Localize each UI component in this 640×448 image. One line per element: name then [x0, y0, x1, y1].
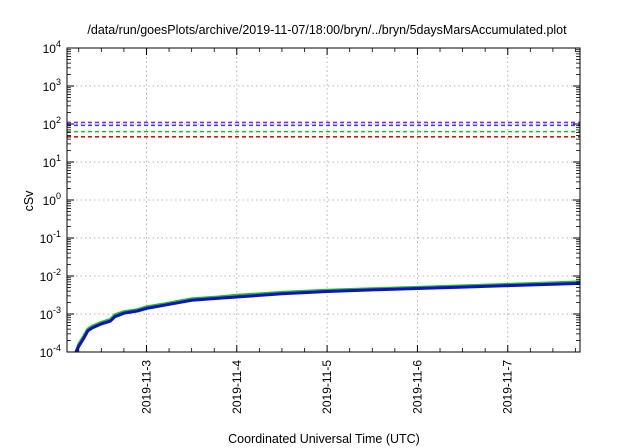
y-tick-label: 101 — [43, 153, 61, 170]
y-tick-label: 103 — [43, 77, 61, 94]
y-tick-base: 10 — [43, 194, 57, 208]
x-tick-label: 2019-11-5 — [320, 360, 334, 414]
y-tick-exponent: -1 — [53, 229, 61, 239]
y-tick-base: 10 — [40, 232, 54, 246]
x-axis-title: Coordinated Universal Time (UTC) — [228, 432, 420, 446]
y-tick-exponent: 0 — [56, 191, 61, 201]
y-tick-label: 102 — [43, 115, 61, 132]
y-tick-base: 10 — [40, 346, 54, 360]
x-axis: 2019-11-3 2019-11-4 2019-11-5 2019-11-6 2019… — [78, 48, 576, 414]
y-tick-base: 10 — [40, 270, 54, 284]
chart-title: /data/run/goesPlots/archive/2019-11-07/1… — [87, 23, 567, 37]
y-tick-label: 10-2 — [40, 267, 61, 284]
threshold-lines — [67, 121, 580, 138]
y-tick-exponent: 1 — [56, 153, 61, 163]
y-tick-label: 10-4 — [40, 343, 61, 360]
y-tick-exponent: 4 — [56, 39, 61, 49]
series-line — [74, 281, 581, 353]
x-tick-label: 2019-11-6 — [410, 360, 424, 414]
y-tick-label: 104 — [43, 39, 61, 56]
y-tick-label: 10-3 — [40, 305, 61, 322]
y-tick-base: 10 — [40, 308, 54, 322]
y-tick-base: 10 — [43, 80, 57, 94]
series-lines — [74, 280, 581, 353]
y-tick-exponent: -3 — [53, 305, 61, 315]
y-tick-label: 100 — [43, 191, 61, 208]
y-tick-exponent: 3 — [56, 77, 61, 87]
y-axis-title: cSv — [22, 190, 36, 212]
y-tick-base: 10 — [43, 118, 57, 132]
x-tick-label: 2019-11-7 — [501, 360, 515, 414]
y-tick-base: 10 — [43, 156, 57, 170]
y-tick-exponent: 2 — [56, 115, 61, 125]
y-tick-exponent: -2 — [53, 267, 61, 277]
y-tick-label: 10-1 — [40, 229, 61, 246]
x-tick-label: 2019-11-3 — [139, 360, 153, 414]
grid-lines — [67, 48, 580, 352]
y-tick-exponent: -4 — [53, 343, 61, 353]
x-tick-label: 2019-11-4 — [230, 360, 244, 414]
y-tick-base: 10 — [43, 42, 57, 56]
